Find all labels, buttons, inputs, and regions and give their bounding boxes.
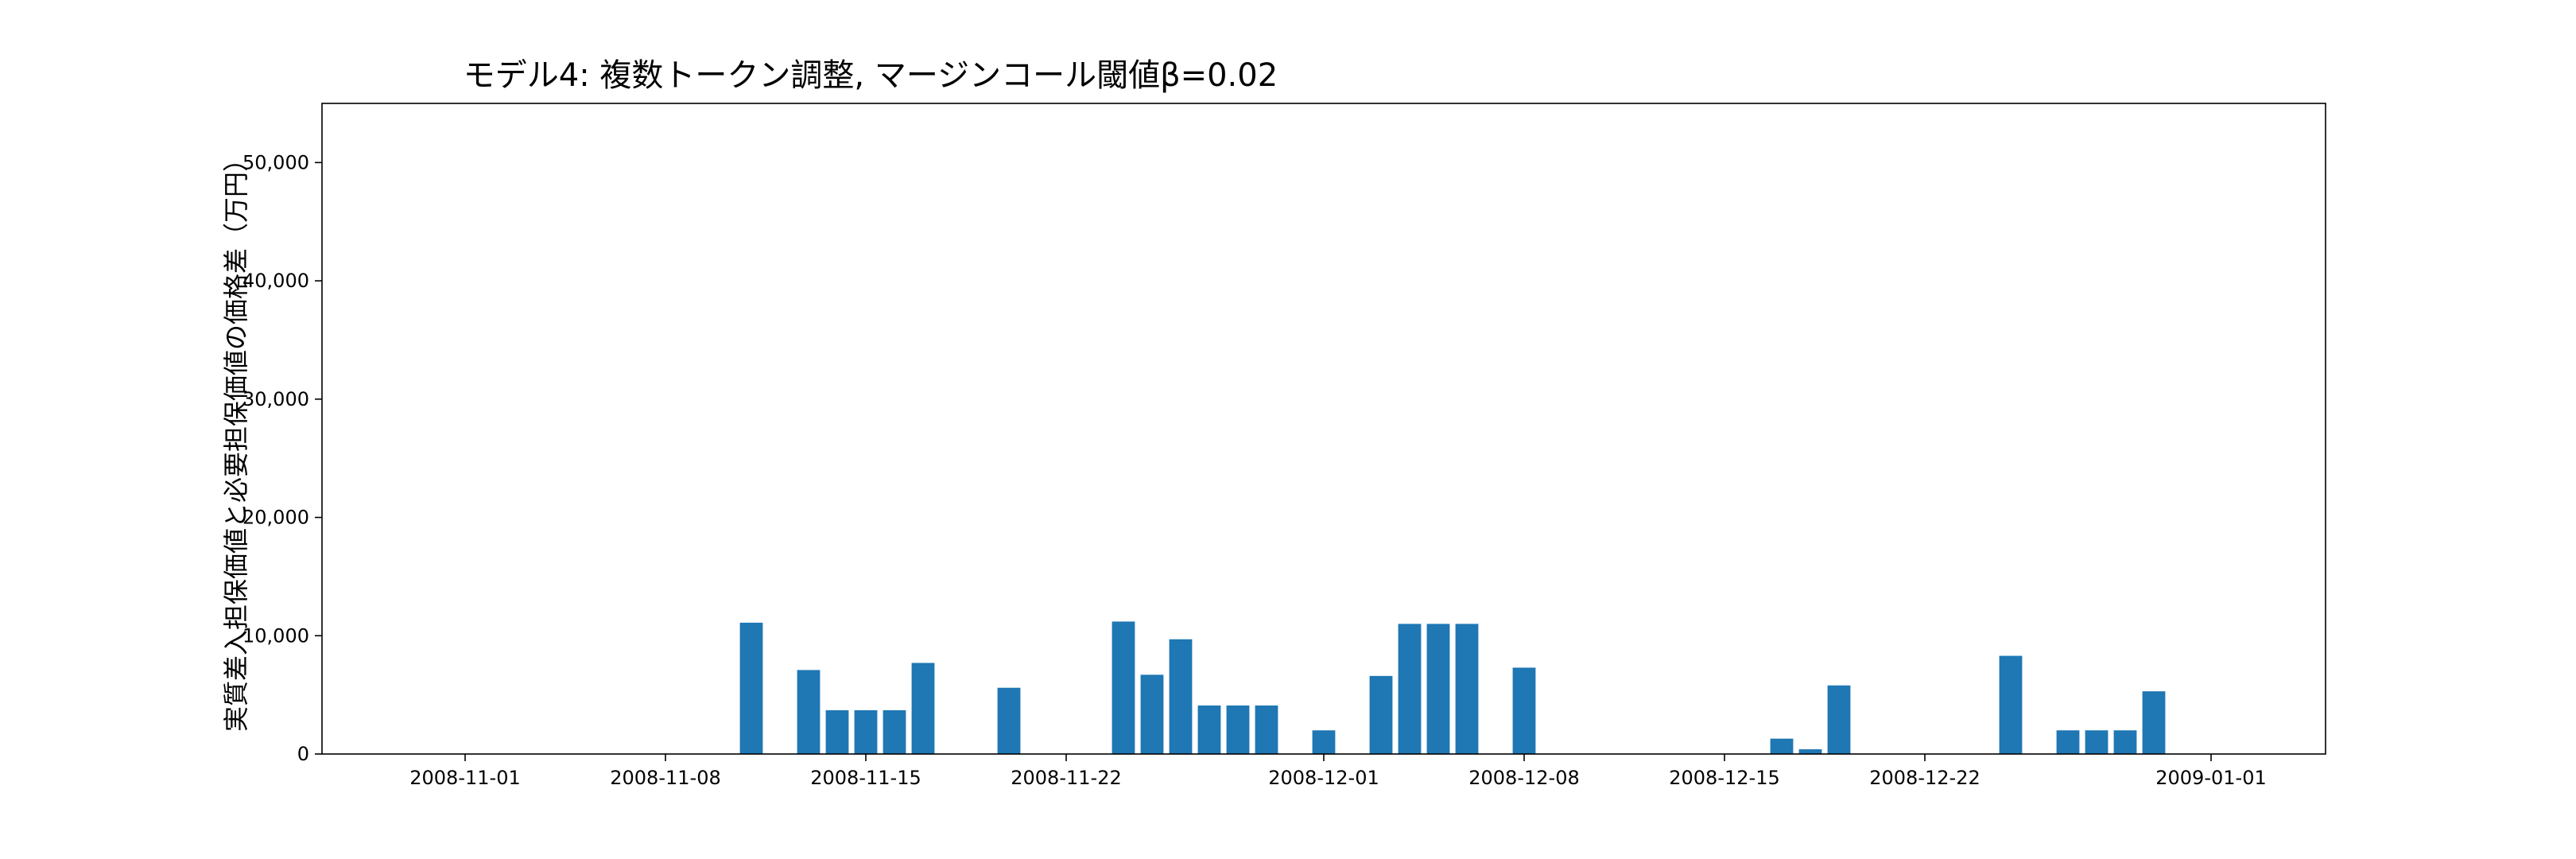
x-tick-label: 2008-11-22: [1011, 767, 1121, 789]
bar-2008-12-17: [1770, 738, 1794, 754]
bar-2008-11-28: [1226, 705, 1250, 754]
bar-2008-12-30: [2142, 691, 2166, 754]
bar-2008-12-08: [1512, 667, 1536, 754]
y-axis-label: 実質差入担保価値と必要担保価値の価格差（万円）: [221, 146, 251, 732]
x-tick-label: 2008-12-08: [1468, 767, 1579, 789]
plot-area-frame: [321, 103, 2326, 755]
bar-2008-12-27: [2056, 730, 2080, 754]
y-tick-label: 0: [297, 743, 309, 765]
bar-2008-12-03: [1369, 675, 1393, 754]
y-tick-label: 50,000: [242, 151, 309, 173]
bar-2008-11-15: [854, 709, 878, 754]
bar-2008-11-11: [739, 622, 763, 754]
y-tick-label: 20,000: [242, 507, 309, 529]
y-tick-label: 10,000: [242, 624, 309, 647]
bar-2008-11-27: [1197, 705, 1221, 754]
bar-2008-11-24: [1111, 621, 1135, 754]
bar-2008-11-29: [1255, 705, 1278, 754]
x-tick-label: 2008-12-22: [1869, 767, 1980, 789]
bar-2008-12-01: [1312, 730, 1336, 754]
bar-2008-11-17: [911, 663, 935, 754]
bar-2008-12-19: [1827, 685, 1851, 754]
bar-2008-12-18: [1798, 749, 1822, 754]
bar-2008-12-25: [1999, 655, 2023, 754]
y-tick-label: 40,000: [242, 270, 309, 292]
bar-2008-11-13: [797, 670, 821, 754]
bar-2008-12-05: [1426, 624, 1450, 754]
bars-layer: [739, 621, 2166, 754]
x-tick-label: 2008-11-15: [810, 767, 921, 789]
bar-2008-12-06: [1455, 624, 1479, 754]
bar-2008-11-14: [825, 709, 849, 754]
bar-2008-12-04: [1398, 624, 1422, 754]
y-axis-ticks: 0 10,000 20,000 30,000 40,000 50,000: [242, 151, 322, 765]
x-tick-label: 2008-11-08: [610, 767, 720, 789]
bar-2008-11-25: [1140, 674, 1164, 754]
bar-2008-12-28: [2085, 730, 2109, 754]
bar-2008-12-29: [2113, 730, 2137, 754]
x-tick-label: 2008-12-01: [1268, 767, 1379, 789]
x-tick-label: 2008-12-15: [1669, 767, 1779, 789]
bar-2008-11-26: [1169, 639, 1193, 754]
bar-2008-11-20: [997, 687, 1021, 754]
x-tick-label: 2008-11-01: [409, 767, 520, 789]
x-axis-ticks: 2008-11-01 2008-11-08 2008-11-15 2008-11-22…: [409, 754, 2267, 789]
bar-2008-11-16: [883, 709, 906, 754]
chart-title: モデル4: 複数トークン調整, マージンコール閾値β=0.02: [464, 57, 1278, 94]
x-tick-label: 2009-01-01: [2155, 767, 2266, 789]
y-tick-label: 30,000: [242, 388, 309, 410]
